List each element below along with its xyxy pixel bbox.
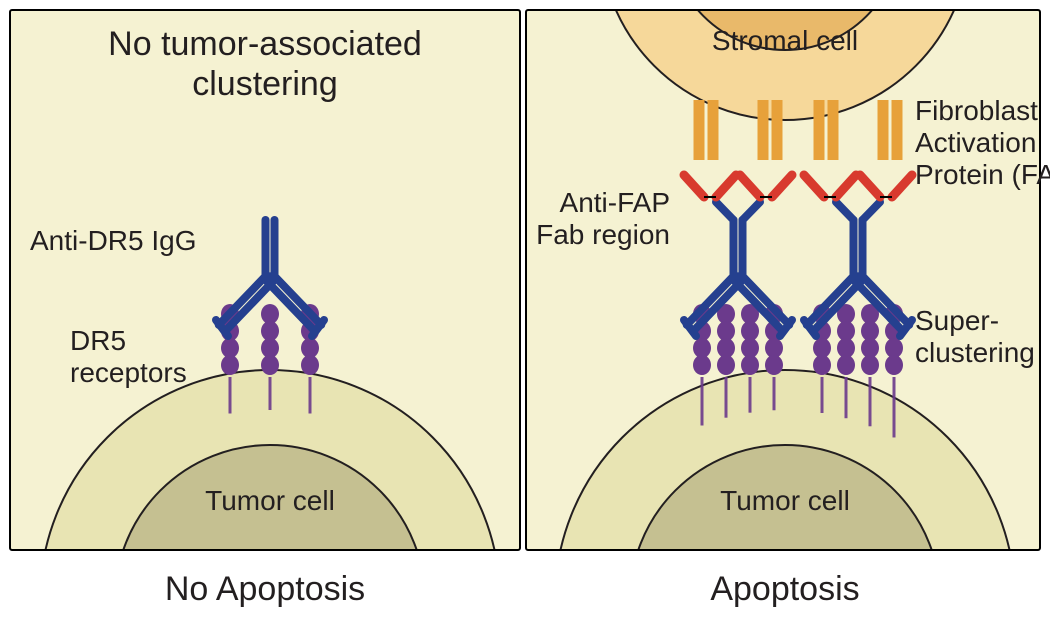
biology-diagram: No tumor-associatedclusteringAnti-DR5 Ig… [0,0,1050,626]
diagram-svg: No tumor-associatedclusteringAnti-DR5 Ig… [0,0,1050,626]
svg-text:clustering: clustering [915,337,1035,368]
svg-text:Anti-DR5 IgG: Anti-DR5 IgG [30,225,197,256]
svg-text:Protein (FAP): Protein (FAP) [915,159,1050,190]
svg-text:No Apoptosis: No Apoptosis [165,570,365,608]
svg-text:receptors: receptors [70,357,187,388]
svg-text:Fibroblast: Fibroblast [915,95,1038,126]
svg-text:clustering: clustering [192,65,338,103]
svg-text:Tumor cell: Tumor cell [720,485,850,516]
svg-text:Activation: Activation [915,127,1036,158]
svg-text:DR5: DR5 [70,325,126,356]
svg-text:Apoptosis: Apoptosis [710,570,859,608]
svg-text:Tumor cell: Tumor cell [205,485,335,516]
svg-text:Super-: Super- [915,305,999,336]
svg-text:Stromal cell: Stromal cell [712,25,858,56]
svg-text:Fab region: Fab region [536,219,670,250]
svg-text:No tumor-associated: No tumor-associated [108,25,422,63]
svg-text:Anti-FAP: Anti-FAP [560,187,670,218]
